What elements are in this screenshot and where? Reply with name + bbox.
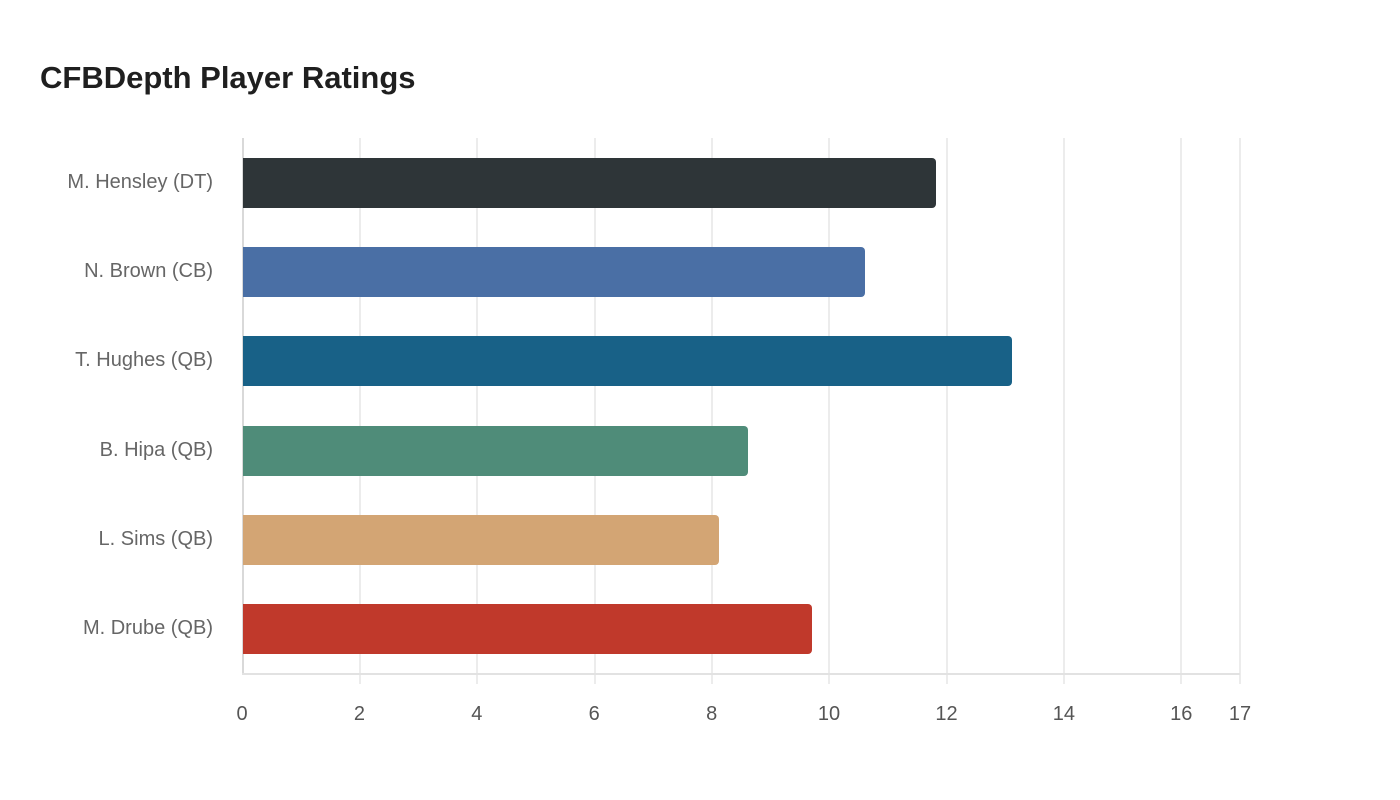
- gridline: [1063, 138, 1065, 684]
- bar[interactable]: [243, 158, 936, 208]
- gridline: [1239, 138, 1241, 684]
- y-axis-label: T. Hughes (QB): [75, 349, 213, 372]
- bar[interactable]: [243, 247, 866, 298]
- bar[interactable]: [243, 514, 719, 565]
- x-axis-line: [242, 673, 1240, 675]
- gridline: [359, 138, 361, 684]
- x-tick-label: 6: [588, 703, 600, 725]
- x-tick-label: 0: [236, 703, 248, 725]
- gridline: [946, 138, 948, 684]
- y-axis-label: L. Sims (QB): [98, 527, 213, 550]
- gridline: [828, 138, 830, 684]
- x-tick-label: 8: [706, 703, 718, 725]
- y-axis-line: [242, 138, 244, 674]
- chart-title: CFBDepth Player Ratings: [40, 60, 416, 95]
- x-tick-label: 12: [935, 703, 958, 725]
- x-tick-label: 16: [1170, 703, 1193, 725]
- gridline: [1180, 138, 1182, 684]
- bar[interactable]: [243, 425, 748, 476]
- x-tick-label: 4: [471, 703, 483, 725]
- y-axis-label: M. Hensley (DT): [67, 171, 213, 193]
- gridline: [476, 138, 478, 684]
- y-axis-label: B. Hipa (QB): [99, 438, 213, 461]
- y-axis-label: N. Brown (CB): [84, 260, 213, 283]
- gridline: [711, 138, 713, 684]
- x-tick-label: 17: [1228, 703, 1252, 725]
- plot-area: [242, 138, 1241, 684]
- y-axis-label: M. Drube (QB): [82, 617, 213, 639]
- gridline: [594, 138, 596, 684]
- x-tick-label: 10: [817, 703, 841, 725]
- bar[interactable]: [243, 604, 813, 654]
- bar[interactable]: [243, 336, 1013, 387]
- x-tick-label: 2: [353, 703, 365, 725]
- x-tick-label: 14: [1052, 703, 1075, 725]
